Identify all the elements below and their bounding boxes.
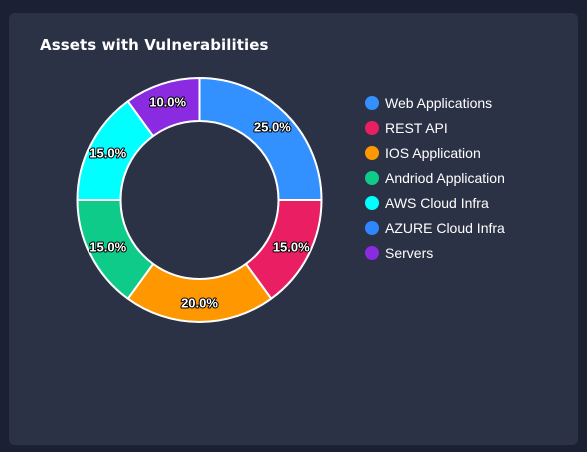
- legend-item-web-applications[interactable]: Web Applications: [365, 90, 505, 115]
- legend-label: Web Applications: [385, 94, 493, 111]
- legend-label: REST API: [385, 119, 448, 136]
- legend-swatch-icon: [365, 95, 379, 110]
- legend-label: Andriod Application: [385, 169, 505, 186]
- donut-slice-labels: 25.0% 15.0% 20.0% 15.0% 15.0% 10.0%: [88, 94, 311, 312]
- legend-swatch-icon: [365, 195, 379, 210]
- slice-label-ios-application: 20.0%: [181, 296, 218, 311]
- legend-item-azure-cloud-infra[interactable]: AZURE Cloud Infra: [365, 215, 505, 240]
- chart-legend: Web Applications REST API IOS Application A…: [365, 90, 505, 265]
- donut-slices: [76, 77, 323, 323]
- legend-label: AZURE Cloud Infra: [385, 219, 505, 236]
- slice-label-web-applications: 25.0%: [254, 120, 291, 135]
- legend-item-aws-cloud-infra[interactable]: AWS Cloud Infra: [365, 190, 505, 215]
- legend-item-andriod-application[interactable]: Andriod Application: [365, 165, 505, 190]
- legend-swatch-icon: [365, 120, 379, 135]
- slice-ios-application[interactable]: [126, 262, 273, 323]
- legend-item-ios-application[interactable]: IOS Application: [365, 140, 505, 165]
- legend-item-rest-api[interactable]: REST API: [365, 115, 505, 140]
- slice-label-rest-api: 15.0%: [273, 239, 310, 254]
- slice-servers[interactable]: [126, 77, 201, 138]
- legend-swatch-icon: [365, 220, 379, 235]
- legend-swatch-icon: [365, 245, 379, 260]
- legend-swatch-icon: [365, 170, 379, 185]
- slice-label-servers: 10.0%: [149, 95, 186, 110]
- slice-label-aws-cloud-infra: 15.0%: [89, 146, 126, 161]
- legend-item-servers[interactable]: Servers: [365, 240, 505, 265]
- legend-label: IOS Application: [385, 144, 481, 161]
- legend-label: AWS Cloud Infra: [385, 194, 489, 211]
- slice-web-applications[interactable]: [198, 77, 323, 201]
- legend-swatch-icon: [365, 145, 379, 160]
- chart-title: Assets with Vulnerabilities: [40, 36, 269, 54]
- slice-label-andriod-application: 15.0%: [89, 239, 126, 254]
- legend-label: Servers: [385, 244, 434, 261]
